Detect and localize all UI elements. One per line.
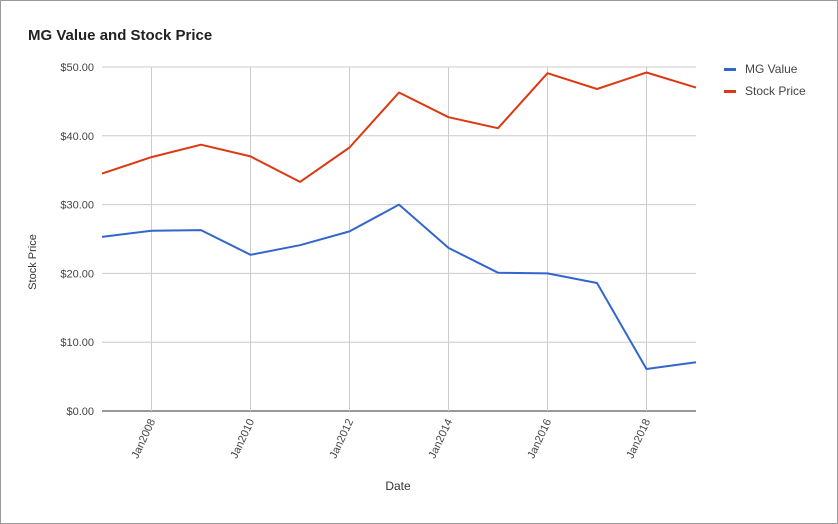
series-line-mg-value (101, 203, 697, 370)
legend-label-mg-value: MG Value (745, 62, 798, 76)
legend-item-stock-price[interactable]: Stock Price (724, 80, 806, 102)
x-tick-label: Jan2012 (328, 417, 357, 460)
chart-legend: MG Value Stock Price (724, 58, 806, 102)
x-tick-label: Jan2008 (130, 417, 159, 460)
y-tick-label: $10.00 (60, 337, 94, 349)
x-tick-label: Jan2014 (427, 417, 456, 460)
y-tick-label: $40.00 (60, 131, 94, 143)
x-tick-label: Jan2018 (625, 417, 654, 460)
legend-swatch-stock-price (724, 89, 736, 93)
y-tick-label: $0.00 (66, 406, 94, 418)
y-tick-label: $50.00 (60, 62, 94, 74)
x-tick-label: Jan2016 (526, 417, 555, 460)
legend-swatch-mg-value (724, 67, 736, 71)
legend-item-mg-value[interactable]: MG Value (724, 58, 806, 80)
x-tick-label: Jan2010 (229, 417, 258, 460)
chart-title: MG Value and Stock Price (28, 27, 213, 44)
x-axis-label: Date (385, 479, 411, 493)
y-tick-label: $30.00 (60, 200, 94, 212)
legend-label-stock-price: Stock Price (745, 84, 806, 98)
y-tick-label: $20.00 (60, 268, 94, 280)
series-line-stock-price (101, 71, 697, 183)
